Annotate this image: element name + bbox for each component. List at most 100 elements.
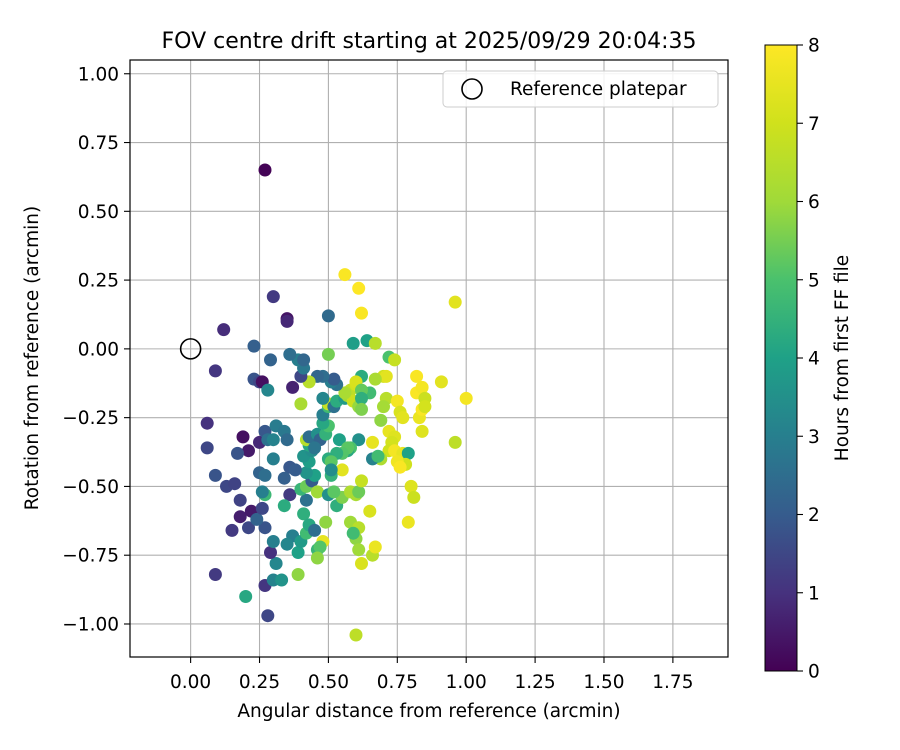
grid <box>130 60 728 657</box>
data-point <box>366 435 379 449</box>
data-point <box>374 413 388 427</box>
data-point <box>332 433 346 447</box>
y-tick-label: 1.00 <box>78 64 119 85</box>
data-point <box>200 441 214 455</box>
data-point <box>404 479 418 493</box>
data-point <box>346 526 360 540</box>
data-point <box>335 463 349 477</box>
data-point <box>217 323 231 337</box>
data-point <box>321 347 335 361</box>
data-point <box>250 512 264 526</box>
data-point <box>352 543 366 557</box>
data-point <box>297 507 311 521</box>
y-tick-label: −0.25 <box>62 408 119 429</box>
data-point <box>266 433 280 447</box>
data-point <box>280 537 294 551</box>
data-point <box>371 449 385 463</box>
data-point <box>255 485 269 499</box>
data-point <box>275 573 289 587</box>
data-point <box>352 485 366 499</box>
data-point <box>247 339 261 353</box>
data-point <box>415 424 429 438</box>
data-point <box>258 468 272 482</box>
data-point <box>277 499 291 513</box>
y-tick-label: 0.75 <box>78 133 119 154</box>
data-point <box>352 433 366 447</box>
colorbar-tick-label: 1 <box>808 583 820 604</box>
y-tick-label: 0.25 <box>78 271 119 292</box>
data-point <box>228 477 242 491</box>
data-point <box>200 416 214 430</box>
data-point <box>363 504 377 518</box>
y-tick-label: −0.50 <box>62 477 119 498</box>
data-point <box>434 375 448 389</box>
data-point <box>258 521 272 535</box>
data-point <box>396 411 410 425</box>
data-point <box>327 485 341 499</box>
data-point <box>349 628 363 642</box>
data-point <box>261 383 275 397</box>
y-tick-label: 0.50 <box>78 202 119 223</box>
data-point <box>352 281 366 295</box>
colorbar-tick-label: 5 <box>808 270 820 291</box>
data-point <box>355 306 368 320</box>
data-point <box>208 468 222 482</box>
x-tick-label: 0.75 <box>377 672 418 693</box>
colorbar: 0 1 2 3 4 5 6 7 8 Hours from first FF file <box>764 36 853 683</box>
colorbar-tick-label: 2 <box>808 505 820 526</box>
data-point <box>310 485 324 499</box>
y-axis-label: Rotation from reference (arcmin) <box>22 206 43 510</box>
data-point <box>266 290 280 304</box>
legend-label: Reference platepar <box>510 79 687 100</box>
data-point <box>280 433 294 447</box>
y-tick-label: 0.00 <box>78 339 119 360</box>
data-point <box>233 510 247 524</box>
reference-platepar-marker <box>179 338 202 360</box>
data-point <box>299 466 313 480</box>
data-point <box>264 353 277 367</box>
data-point <box>368 540 382 554</box>
data-point <box>388 353 402 367</box>
legend: Reference platepar <box>442 70 719 108</box>
x-tick-label: 0.25 <box>239 672 280 693</box>
data-point <box>346 336 360 350</box>
data-point <box>308 523 322 537</box>
x-tick-label: 1.50 <box>583 672 624 693</box>
data-point <box>327 372 341 386</box>
data-point <box>448 295 462 309</box>
colorbar-gradient <box>764 44 798 672</box>
data-point <box>459 391 473 405</box>
data-point <box>390 394 404 408</box>
data-point <box>355 474 368 488</box>
data-point <box>418 400 432 414</box>
data-point <box>379 369 393 383</box>
x-tick-label: 0.00 <box>170 672 211 693</box>
data-point <box>277 471 291 485</box>
data-point <box>231 446 244 460</box>
x-axis-label: Angular distance from reference (arcmin) <box>237 701 620 722</box>
data-point <box>308 441 322 455</box>
data-point <box>242 444 255 458</box>
y-axis: 1.00 0.75 0.50 0.25 0.00 −0.25 −0.50 −0.75 −1.00 <box>62 64 130 635</box>
data-point <box>297 353 311 367</box>
data-point <box>225 523 239 537</box>
data-points <box>200 163 473 642</box>
data-point <box>255 501 269 515</box>
colorbar-tick-label: 3 <box>808 427 820 448</box>
data-point <box>261 609 275 623</box>
data-point <box>258 163 272 177</box>
data-point <box>355 391 368 405</box>
data-point <box>393 460 407 474</box>
data-point <box>208 568 222 581</box>
data-point <box>415 380 429 394</box>
data-point <box>401 446 415 460</box>
data-point <box>280 314 294 328</box>
y-tick-label: −0.75 <box>62 546 119 567</box>
data-point <box>368 372 382 386</box>
x-tick-label: 1.75 <box>652 672 693 693</box>
data-point <box>291 568 305 581</box>
data-point <box>368 336 382 350</box>
x-tick-label: 1.00 <box>446 672 487 693</box>
data-point <box>410 369 424 383</box>
